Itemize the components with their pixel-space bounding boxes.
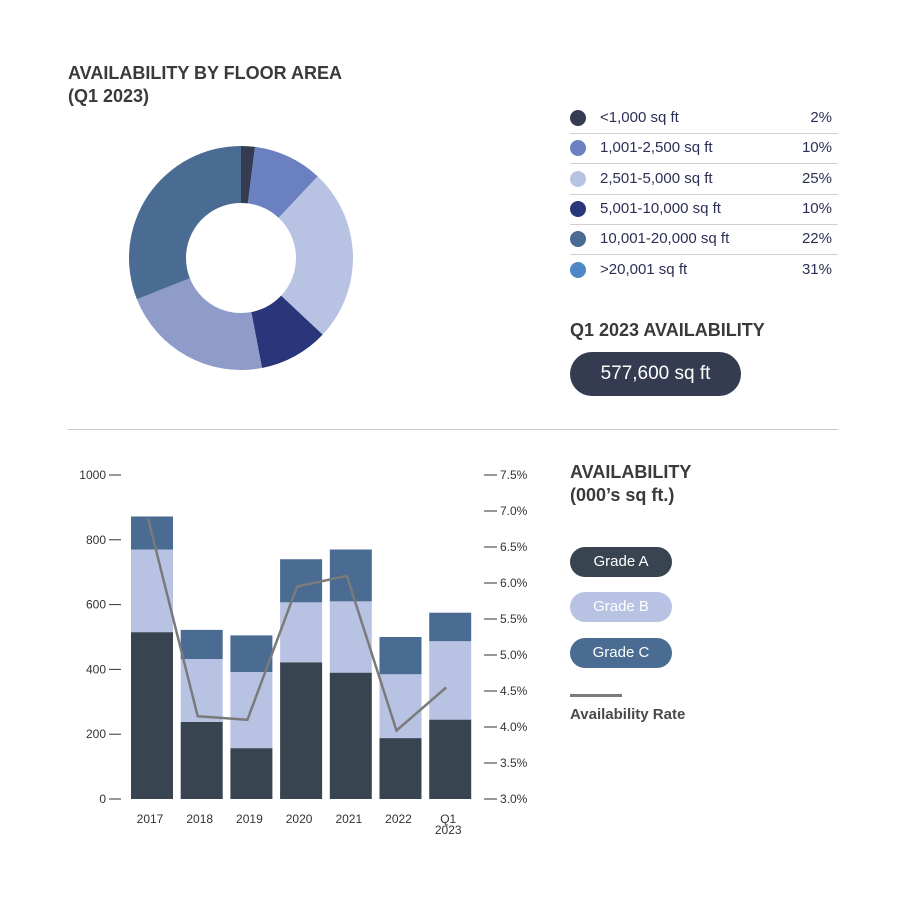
section-divider (68, 429, 838, 430)
donut-title: AVAILABILITY BY FLOOR AREA (Q1 2023) (68, 62, 342, 108)
legend-color-dot (570, 110, 586, 126)
bar-grade-a (379, 738, 422, 799)
availability-rate-line (146, 517, 448, 733)
x-tick-label: 2021 (335, 812, 362, 826)
legend-label: 2,501-5,000 sq ft (600, 169, 713, 187)
y-tick-label: 800 (86, 533, 106, 547)
x-tick-label: 2020 (286, 812, 313, 826)
x-tick-label: 2023 (435, 823, 462, 837)
bar-grade-b (180, 659, 223, 722)
bar-grade-b (429, 641, 472, 720)
bar-grade-c (180, 629, 223, 660)
summary-value-badge: 577,600 sq ft (570, 352, 741, 396)
bar-grade-a (280, 662, 323, 799)
legend-percent: 31% (801, 260, 832, 278)
x-tick-label: 2017 (137, 812, 164, 826)
donut-slice-4 (136, 278, 262, 371)
donut-slice-0 (241, 146, 256, 204)
legend-item: <1,000 sq ft 2% (570, 103, 838, 134)
donut-slice-5 (128, 146, 241, 300)
x-tick-label: 2019 (236, 812, 263, 826)
availability-bar-chart: 0 200 400 600 800 1000 3.0% 3.5% 4.0% 4.5% 5.0% 5.5… (79, 468, 528, 837)
bar-grade-b (280, 602, 323, 663)
summary-title: Q1 2023 AVAILABILITY (570, 320, 765, 340)
y-tick-label: 600 (86, 598, 106, 612)
x-tick-label: 2018 (186, 812, 213, 826)
legend-grade-b: Grade B (570, 592, 672, 622)
x-tick-label: 2022 (385, 812, 412, 826)
legend-line-swatch (570, 694, 622, 697)
bar-chart-title-line1: AVAILABILITY (570, 462, 692, 482)
legend-color-dot (570, 200, 586, 217)
bar-grade-a (180, 721, 223, 799)
legend-label: 1,001-2,500 sq ft (600, 139, 713, 157)
legend-label: 10,001-20,000 sq ft (600, 230, 730, 248)
legend-label: >20,001 sq ft (600, 260, 688, 278)
donut-chart (128, 146, 354, 371)
legend-color-dot (570, 140, 586, 157)
legend-label: <1,000 sq ft (600, 109, 679, 126)
bar-grade-c (280, 559, 323, 603)
y2-tick-label: 6.5% (500, 540, 528, 554)
legend-color-dot (570, 261, 586, 278)
bar-chart-title: AVAILABILITY (000’s sq ft.) (570, 461, 691, 507)
legend-grade-a: Grade A (570, 547, 672, 577)
bar-grade-a (230, 748, 273, 799)
y2-tick-label: 7.5% (500, 468, 528, 482)
legend-item: >20,001 sq ft 31% (570, 255, 838, 285)
legend-percent: 10% (801, 199, 832, 217)
legend-availability-rate: Availability Rate (570, 706, 686, 723)
y-tick-label: 400 (86, 662, 106, 676)
legend-color-dot (570, 231, 586, 248)
bar-grade-c (329, 549, 372, 602)
legend-item: 5,001-10,000 sq ft 10% (570, 194, 838, 225)
y2-tick-label: 7.0% (500, 504, 528, 518)
legend-item: 1,001-2,500 sq ft 10% (570, 133, 838, 165)
y-tick-label: 200 (86, 727, 106, 741)
y2-tick-label: 6.0% (500, 576, 528, 590)
legend-percent: 22% (801, 230, 832, 248)
bar-grade-a (131, 632, 173, 799)
x-tick-label: Q1 (440, 812, 456, 826)
y2-tick-label: 5.0% (500, 648, 528, 662)
bar-grade-a (429, 719, 472, 799)
bar-chart-title-line2: (000’s sq ft.) (570, 485, 675, 505)
legend-item: 10,001-20,000 sq ft 22% (570, 224, 838, 256)
y-tick-label: 1000 (79, 468, 106, 482)
donut-slice-3 (251, 295, 323, 369)
legend-percent: 2% (810, 109, 832, 126)
bar-grade-c (230, 635, 273, 672)
y2-tick-label: 3.5% (500, 756, 528, 770)
bar-grade-b (329, 601, 372, 673)
legend-grade-c: Grade C (570, 638, 672, 668)
y2-tick-label: 4.0% (500, 720, 528, 734)
y2-tick-label: 5.5% (500, 612, 528, 626)
legend-label: 5,001-10,000 sq ft (600, 199, 721, 217)
y-tick-label: 0 (99, 792, 106, 806)
bar-grade-c (429, 612, 472, 642)
y2-tick-label: 3.0% (500, 792, 528, 806)
legend-color-dot (570, 170, 586, 187)
legend-percent: 25% (801, 169, 832, 187)
legend-item: 2,501-5,000 sq ft 25% (570, 164, 838, 195)
bar-grade-c (379, 637, 422, 675)
y2-tick-label: 4.5% (500, 684, 528, 698)
legend-percent: 10% (801, 139, 832, 157)
bar-grade-a (329, 672, 372, 799)
donut-title-line2: (Q1 2023) (68, 86, 150, 106)
donut-slice-2 (278, 176, 354, 335)
donut-slice-1 (247, 146, 318, 218)
donut-title-line1: AVAILABILITY BY FLOOR AREA (68, 63, 343, 83)
